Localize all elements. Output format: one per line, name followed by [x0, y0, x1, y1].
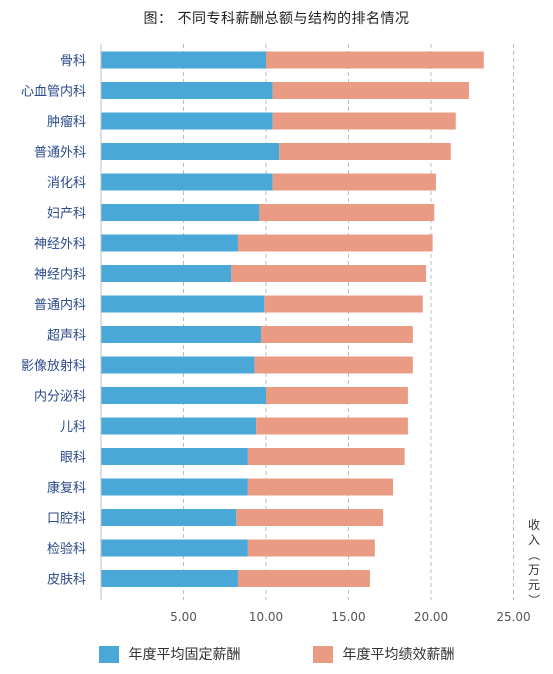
- axis-title-char: 入: [528, 533, 540, 547]
- category-label: 消化科: [47, 176, 86, 191]
- bar-performance: [264, 295, 423, 313]
- bar-performance: [237, 234, 433, 252]
- category-label: 皮肤科: [47, 573, 86, 588]
- legend-label-fixed: 年度平均固定薪酬: [128, 647, 241, 663]
- bar-fixed: [101, 326, 262, 343]
- x-tick-label: 10.00: [249, 610, 283, 624]
- bar-performance: [256, 417, 408, 435]
- bar-fixed: [101, 570, 238, 587]
- category-label: 妇产科: [47, 206, 86, 222]
- legend-label-performance: 年度平均绩效薪酬: [342, 647, 455, 663]
- x-axis-title: 收入 （ 万元 ）: [527, 518, 541, 606]
- bar-fixed: [101, 112, 273, 130]
- category-label: 肿瘤科: [47, 114, 86, 130]
- bar-fixed: [101, 448, 248, 465]
- bar-performance: [247, 478, 394, 496]
- bar-performance: [266, 387, 408, 404]
- bar-fixed: [101, 295, 265, 313]
- category-label: 骨科: [60, 54, 86, 69]
- bar-performance: [231, 265, 427, 282]
- axis-title-char: 万: [528, 563, 540, 577]
- x-tick-label: 5.00: [170, 610, 197, 624]
- bar-performance: [237, 570, 370, 587]
- bar-fixed: [101, 173, 273, 191]
- bar-fixed: [101, 143, 280, 160]
- bar-performance: [254, 356, 413, 374]
- category-labels: 骨科心血管内科肿瘤科普通外科消化科妇产科神经外科神经内科普通内科超声科影像放射科…: [21, 54, 86, 588]
- category-label: 普通外科: [34, 146, 86, 161]
- legend-item-performance: 年度平均绩效薪酬: [312, 644, 455, 664]
- legend-swatch-fixed: [98, 645, 119, 663]
- bar-performance: [272, 112, 456, 130]
- x-tick-labels: 5.00 10.00 15.00 20.00 25.00: [170, 610, 531, 624]
- bar-fixed: [101, 417, 257, 435]
- bar-fixed: [101, 539, 248, 557]
- bar-fixed: [101, 234, 238, 252]
- legend: 年度平均固定薪酬 年度平均绩效薪酬: [0, 644, 553, 664]
- bar-performance: [279, 143, 451, 160]
- chart-title: 图： 不同专科薪酬总额与结构的排名情况: [143, 11, 410, 27]
- x-tick-label: 15.00: [331, 610, 365, 624]
- bar-performance: [259, 204, 435, 221]
- legend-item-fixed: 年度平均固定薪酬: [98, 644, 241, 664]
- bar-performance: [236, 509, 384, 526]
- category-label: 康复科: [47, 480, 86, 496]
- category-label: 神经内科: [34, 267, 86, 283]
- axis-title-char: ）: [527, 594, 541, 606]
- grid-layer: [183, 44, 514, 600]
- x-tick-label: 20.00: [414, 610, 448, 624]
- category-label: 内分泌科: [34, 389, 86, 405]
- axis-layer: 收入 （ 万元 ）: [100, 44, 541, 606]
- category-label: 心血管内科: [21, 84, 86, 100]
- category-label: 神经外科: [34, 237, 86, 252]
- bar-fixed: [101, 51, 266, 69]
- bar-fixed: [101, 387, 266, 404]
- bar-performance: [272, 173, 436, 191]
- x-tick-label: 25.00: [496, 610, 530, 624]
- axis-title-char: 收: [528, 518, 540, 532]
- category-label: 检验科: [47, 541, 86, 557]
- category-label: 超声科: [47, 329, 86, 344]
- category-label: 口腔科: [47, 512, 86, 527]
- bar-fixed: [101, 356, 255, 374]
- category-label: 眼科: [60, 451, 86, 466]
- bar-performance: [247, 539, 375, 557]
- bar-performance: [272, 82, 469, 99]
- legend-swatch-performance: [312, 645, 333, 663]
- bar-performance: [247, 448, 405, 465]
- bar-layer: [101, 51, 484, 587]
- bar-fixed: [101, 265, 232, 282]
- category-label: 儿科: [60, 420, 86, 435]
- category-label: 影像放射科: [21, 358, 86, 374]
- bar-fixed: [101, 478, 248, 496]
- bar-fixed: [101, 82, 273, 99]
- bar-fixed: [101, 509, 237, 526]
- category-label: 普通内科: [34, 297, 86, 313]
- bar-performance: [261, 326, 413, 343]
- bar-fixed: [101, 204, 260, 221]
- axis-title-char: 元: [528, 578, 540, 592]
- bar-performance: [266, 51, 484, 69]
- axis-title-char: （: [527, 549, 541, 561]
